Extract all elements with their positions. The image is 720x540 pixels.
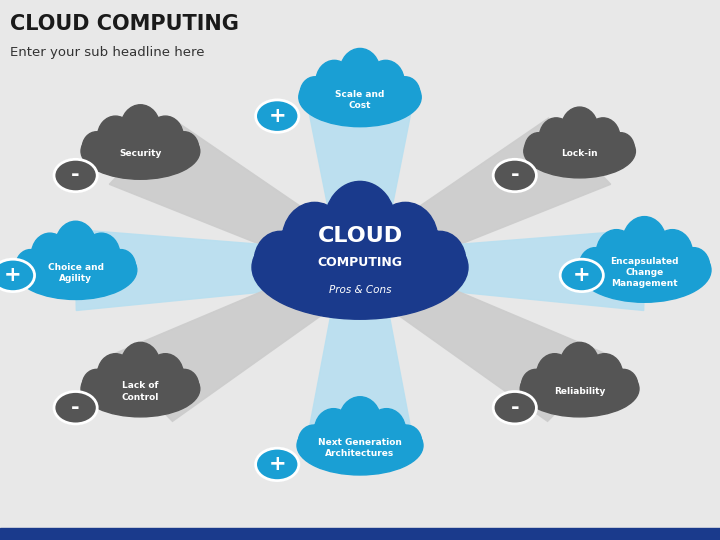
Ellipse shape <box>587 354 622 394</box>
Text: Lack of
Control: Lack of Control <box>122 381 159 402</box>
Circle shape <box>256 100 299 132</box>
Ellipse shape <box>525 133 552 164</box>
Ellipse shape <box>524 125 635 178</box>
Ellipse shape <box>339 397 381 444</box>
Circle shape <box>560 259 603 292</box>
Ellipse shape <box>148 116 183 156</box>
Text: Next Generation
Architectures: Next Generation Architectures <box>318 438 402 458</box>
Ellipse shape <box>55 221 96 269</box>
Ellipse shape <box>282 202 347 276</box>
Ellipse shape <box>32 233 68 275</box>
Ellipse shape <box>367 60 404 102</box>
Polygon shape <box>306 97 414 267</box>
Ellipse shape <box>299 68 421 127</box>
Text: Security: Security <box>120 150 161 158</box>
Ellipse shape <box>537 354 572 394</box>
Text: +: + <box>4 265 22 286</box>
Ellipse shape <box>297 416 423 475</box>
Circle shape <box>0 259 35 292</box>
Ellipse shape <box>609 369 638 402</box>
Ellipse shape <box>586 118 620 156</box>
Bar <box>0 528 720 540</box>
Ellipse shape <box>170 369 199 402</box>
Circle shape <box>54 159 97 192</box>
Ellipse shape <box>148 354 183 394</box>
Ellipse shape <box>392 425 422 459</box>
Ellipse shape <box>83 233 120 275</box>
Ellipse shape <box>315 409 353 450</box>
Ellipse shape <box>414 231 466 291</box>
Text: CLOUD: CLOUD <box>318 226 402 246</box>
Polygon shape <box>360 230 645 310</box>
Ellipse shape <box>254 231 306 291</box>
Ellipse shape <box>390 77 420 111</box>
Ellipse shape <box>560 342 599 388</box>
Ellipse shape <box>98 354 133 394</box>
Ellipse shape <box>340 49 380 96</box>
Ellipse shape <box>107 249 135 284</box>
Text: -: - <box>510 165 519 186</box>
Text: COMPUTING: COMPUTING <box>318 256 402 269</box>
Text: Pros & Cons: Pros & Cons <box>329 285 391 295</box>
Text: Enter your sub headline here: Enter your sub headline here <box>10 46 204 59</box>
Polygon shape <box>108 255 372 421</box>
Ellipse shape <box>300 77 329 111</box>
Ellipse shape <box>561 107 598 150</box>
Text: +: + <box>269 454 286 475</box>
Ellipse shape <box>81 361 200 417</box>
Text: CLOUD COMPUTING: CLOUD COMPUTING <box>10 14 239 33</box>
Circle shape <box>54 392 97 424</box>
Ellipse shape <box>82 132 111 164</box>
Ellipse shape <box>596 230 636 275</box>
Ellipse shape <box>170 132 199 164</box>
Ellipse shape <box>16 249 45 284</box>
Text: Encapsulated
Change
Management: Encapsulated Change Management <box>610 257 679 288</box>
Polygon shape <box>348 118 611 280</box>
Text: Scale and
Cost: Scale and Cost <box>336 90 384 110</box>
Polygon shape <box>109 118 372 280</box>
Text: +: + <box>573 265 590 286</box>
Ellipse shape <box>579 248 611 285</box>
Circle shape <box>256 448 299 481</box>
Ellipse shape <box>652 230 693 275</box>
Text: +: + <box>269 106 286 126</box>
Ellipse shape <box>521 369 550 402</box>
Text: Choice and
Agility: Choice and Agility <box>48 262 104 283</box>
Ellipse shape <box>316 60 353 102</box>
Ellipse shape <box>373 202 438 276</box>
Ellipse shape <box>622 217 667 269</box>
Text: -: - <box>510 397 519 418</box>
Ellipse shape <box>81 123 200 179</box>
Ellipse shape <box>82 369 111 402</box>
Ellipse shape <box>252 215 468 319</box>
Ellipse shape <box>367 409 405 450</box>
Ellipse shape <box>608 133 634 164</box>
Text: -: - <box>71 165 80 186</box>
Ellipse shape <box>539 118 573 156</box>
Circle shape <box>493 159 536 192</box>
Ellipse shape <box>521 361 639 417</box>
Ellipse shape <box>121 342 160 388</box>
Ellipse shape <box>98 116 133 156</box>
Ellipse shape <box>121 105 160 150</box>
Ellipse shape <box>577 238 711 302</box>
Ellipse shape <box>298 425 328 459</box>
Ellipse shape <box>324 181 396 265</box>
Ellipse shape <box>14 240 137 300</box>
Ellipse shape <box>678 248 710 285</box>
Text: Lock-in: Lock-in <box>562 150 598 158</box>
Text: -: - <box>71 397 80 418</box>
Polygon shape <box>306 267 414 446</box>
Circle shape <box>493 392 536 424</box>
Polygon shape <box>75 230 360 310</box>
Polygon shape <box>348 255 612 421</box>
Text: Reliability: Reliability <box>554 387 606 396</box>
